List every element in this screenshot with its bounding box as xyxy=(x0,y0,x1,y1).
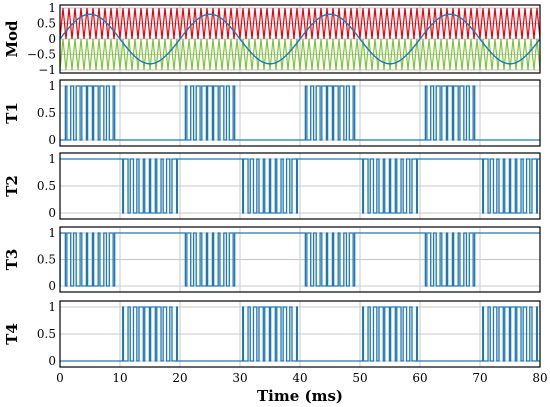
series-line-t2-gate xyxy=(60,158,540,214)
x-tick-label: 30 xyxy=(232,371,247,385)
y-tick-label: 0 xyxy=(48,354,56,368)
series-line-carrier-lower xyxy=(60,38,540,71)
panel-t2: 1 0.5 0 T2 xyxy=(3,152,541,220)
y-axis-label-mod: Mod xyxy=(3,20,21,58)
y-tick-label: 1 xyxy=(48,226,56,240)
series-line-t4-gate xyxy=(60,306,540,362)
y-tick-label: −0.5 xyxy=(27,48,56,62)
y-axis-label-t4: T4 xyxy=(3,323,21,345)
x-tick-label: 50 xyxy=(352,371,367,385)
x-tick-label: 40 xyxy=(292,371,307,385)
x-axis-label: Time (ms) xyxy=(257,387,343,405)
y-tick-label: 0 xyxy=(48,133,56,147)
panel-t1: 1 0.5 0 T1 xyxy=(3,79,541,147)
y-tick-label: 1 xyxy=(48,152,56,166)
y-tick-label: 1 xyxy=(48,300,56,314)
y-tick-label: 0.5 xyxy=(37,253,56,267)
x-tick-label: 80 xyxy=(532,371,547,385)
panel-frame xyxy=(59,226,541,293)
series-line-t1-gate xyxy=(60,85,540,141)
x-tick-label: 10 xyxy=(112,371,127,385)
series-line-t3-gate xyxy=(60,232,540,287)
series-line-modulating-sine xyxy=(60,13,540,65)
panel-t3: 1 0.5 0 T3 xyxy=(3,226,541,293)
y-axis-label-t1: T1 xyxy=(3,102,21,124)
y-axis-label-t3: T3 xyxy=(3,249,21,271)
y-tick-label: 1 xyxy=(48,79,56,93)
y-tick-label: 1 xyxy=(48,1,56,15)
y-axis-label-t2: T2 xyxy=(3,175,21,197)
y-tick-label: 0.5 xyxy=(37,179,56,193)
y-tick-label: 0 xyxy=(48,32,56,46)
series-group xyxy=(60,85,540,141)
panel-frame xyxy=(59,152,541,220)
y-tick-label: 0.5 xyxy=(37,17,56,31)
panel-frame xyxy=(59,4,541,74)
panel-frame xyxy=(59,300,541,368)
panel-t4: 1 0.5 0 T4 xyxy=(3,300,541,368)
series-group xyxy=(60,306,540,362)
y-tick-label: 0 xyxy=(48,206,56,220)
y-tick-label: 0.5 xyxy=(37,106,56,120)
panel-mod: 1 0.50 −0.5−1 Mod xyxy=(3,1,541,77)
y-tick-label: −1 xyxy=(38,63,56,77)
series-group xyxy=(60,232,540,287)
y-tick-label: 0 xyxy=(48,279,56,293)
x-tick-label: 0 xyxy=(56,371,64,385)
series-group xyxy=(60,158,540,214)
x-tick-label: 70 xyxy=(472,371,487,385)
panel-frame xyxy=(59,79,541,147)
y-tick-label: 0.5 xyxy=(37,327,56,341)
x-tick-label: 20 xyxy=(172,371,187,385)
series-group xyxy=(60,7,540,71)
x-tick-label: 60 xyxy=(412,371,427,385)
